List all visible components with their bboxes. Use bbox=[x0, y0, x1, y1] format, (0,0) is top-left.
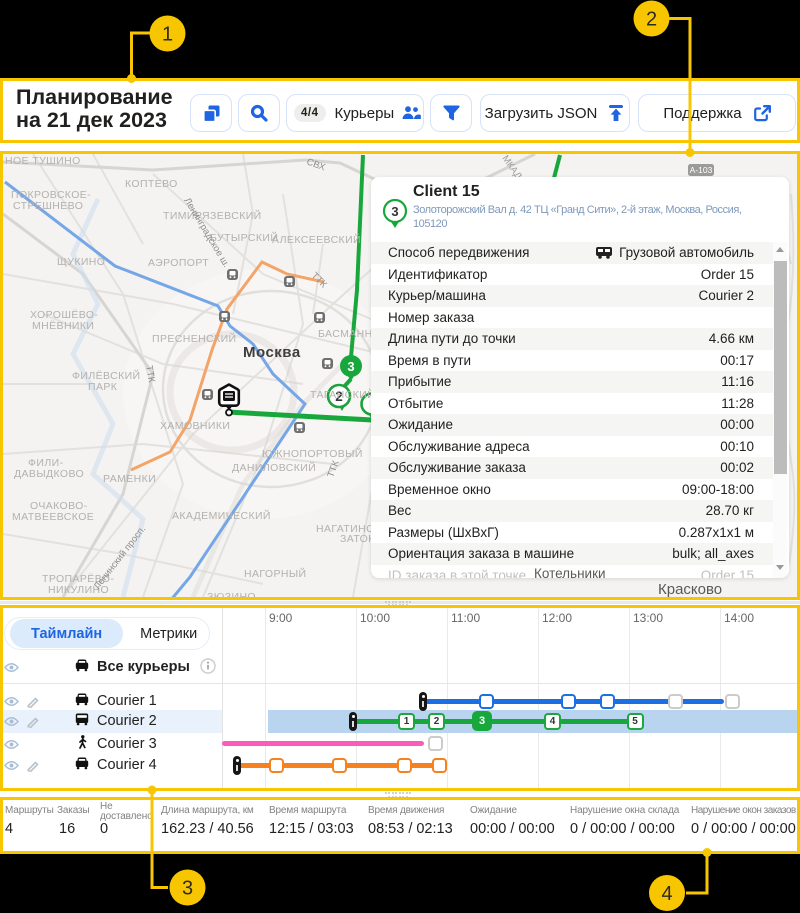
svg-text:НОЕ ТУШИНО: НОЕ ТУШИНО bbox=[5, 155, 81, 167]
svg-text:МАТВЕЕВСКОЕ: МАТВЕЕВСКОЕ bbox=[12, 511, 94, 523]
svg-text:2: 2 bbox=[646, 9, 657, 31]
svg-text:ДАНИЛОВСКИЙ: ДАНИЛОВСКИЙ bbox=[232, 461, 316, 474]
svg-text:Москва: Москва bbox=[243, 344, 301, 361]
svg-text:НИКУЛИНО: НИКУЛИНО bbox=[48, 584, 109, 596]
svg-text:ТТК: ТТК bbox=[143, 365, 157, 384]
svg-text:МНЁВНИКИ: МНЁВНИКИ bbox=[32, 320, 94, 332]
svg-text:ФИЛИ-: ФИЛИ- bbox=[28, 457, 64, 469]
svg-text:БУТЫРСКИЙ: БУТЫРСКИЙ bbox=[210, 231, 278, 244]
svg-text:1: 1 bbox=[162, 24, 173, 46]
svg-text:3: 3 bbox=[347, 359, 354, 374]
svg-text:2: 2 bbox=[335, 389, 343, 404]
svg-text:ЮЖНОПОРТОВЫЙ: ЮЖНОПОРТОВЫЙ bbox=[262, 447, 363, 460]
svg-text:ЩУКИНО: ЩУКИНО bbox=[57, 256, 105, 268]
svg-text:СТРЕШНЕВО: СТРЕШНЕВО bbox=[13, 200, 83, 212]
svg-text:ДАВЫДКОВО: ДАВЫДКОВО bbox=[14, 468, 84, 480]
svg-text:ПАРК: ПАРК bbox=[88, 381, 118, 393]
svg-text:РАМЕНКИ: РАМЕНКИ bbox=[103, 473, 156, 485]
svg-text:НАГОРНЫЙ: НАГОРНЫЙ bbox=[244, 567, 306, 580]
svg-text:КОПТЕВО: КОПТЕВО bbox=[125, 178, 178, 190]
svg-text:ЗЮЗИНО: ЗЮЗИНО bbox=[207, 591, 256, 597]
svg-text:ТРОПАРЁВО-: ТРОПАРЁВО- bbox=[42, 573, 114, 585]
svg-text:ПРЕСНЕНСКИЙ: ПРЕСНЕНСКИЙ bbox=[152, 332, 237, 345]
svg-text:ОЧАКОВО-: ОЧАКОВО- bbox=[30, 500, 88, 512]
svg-text:ПОКРОВСКОЕ-: ПОКРОВСКОЕ- bbox=[11, 189, 91, 201]
svg-text:3: 3 bbox=[391, 204, 398, 219]
svg-text:АЭРОПОРТ: АЭРОПОРТ bbox=[148, 257, 209, 269]
svg-text:АЛЕКСЕЕВСКИЙ: АЛЕКСЕЕВСКИЙ bbox=[272, 233, 361, 246]
svg-text:ХОРОШЁВО-: ХОРОШЁВО- bbox=[30, 309, 98, 321]
svg-text:ТИМИРЯЗЕВСКИЙ: ТИМИРЯЗЕВСКИЙ bbox=[163, 209, 262, 222]
svg-text:3: 3 bbox=[182, 878, 193, 900]
svg-text:ХАМОВНИКИ: ХАМОВНИКИ bbox=[160, 420, 230, 432]
svg-text:А-103: А-103 bbox=[690, 165, 713, 175]
svg-text:АКАДЕМИЧЕСКИЙ: АКАДЕМИЧЕСКИЙ bbox=[172, 509, 271, 522]
svg-text:4: 4 bbox=[661, 883, 672, 905]
svg-text:Красково: Красково bbox=[658, 581, 722, 597]
svg-text:ЗАТОН: ЗАТОН bbox=[340, 533, 376, 545]
svg-text:ТАГАНСКИЙ: ТАГАНСКИЙ bbox=[310, 388, 375, 401]
svg-text:ФИЛЁВСКИЙ: ФИЛЁВСКИЙ bbox=[72, 369, 140, 382]
